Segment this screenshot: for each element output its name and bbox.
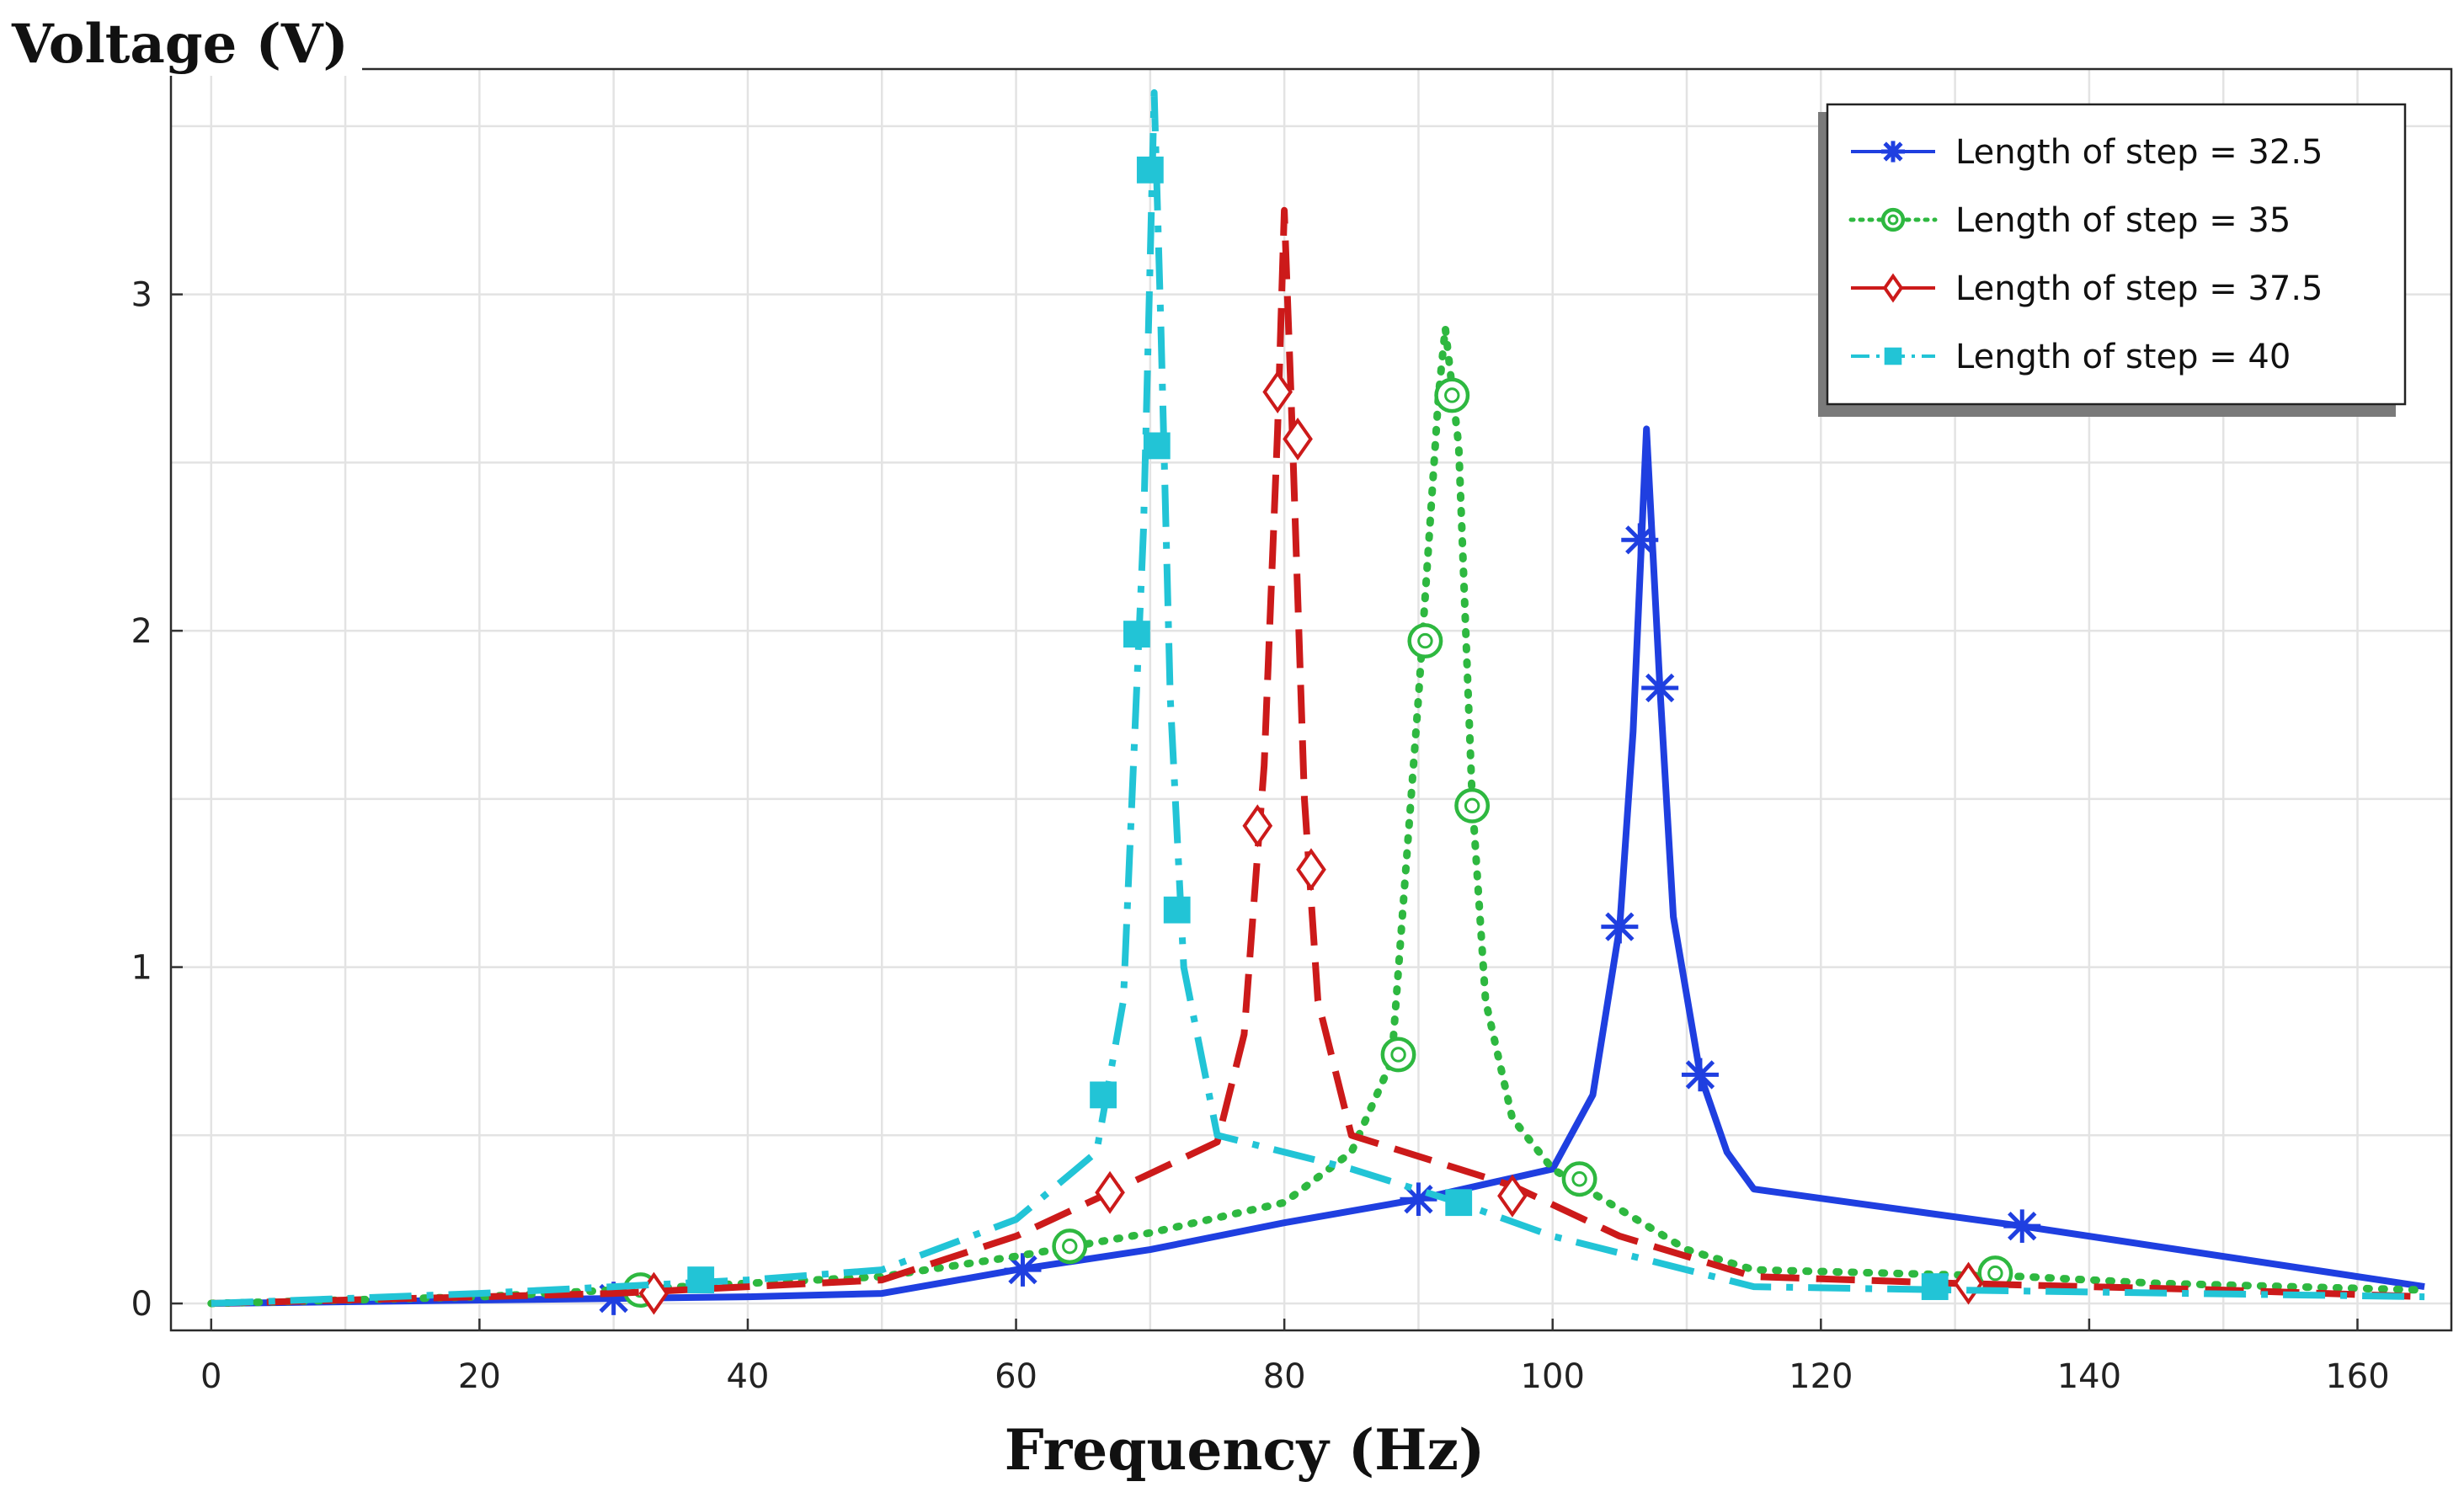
data-point	[1454, 787, 1491, 823]
data-point	[687, 1266, 715, 1293]
legend-swatch-marker	[1880, 207, 1906, 232]
data-point	[1163, 896, 1191, 924]
x-tick-label: 0	[200, 1357, 221, 1396]
data-point	[1052, 1229, 1088, 1265]
data-point	[1123, 621, 1150, 648]
data-point	[1621, 523, 1659, 557]
data-point	[1681, 1058, 1719, 1092]
data-point	[1561, 1161, 1597, 1197]
legend-swatch-marker	[1884, 347, 1902, 365]
legend: Length of step = 32.5 Length of step = 35…	[1818, 103, 2407, 417]
y-axis-title: Voltage (V)	[11, 13, 349, 76]
legend-label: Length of step = 40	[1955, 338, 2291, 376]
legend-swatch-marker	[1881, 141, 1905, 163]
y-tick-label: 1	[131, 949, 152, 988]
data-point	[1095, 1170, 1125, 1214]
legend-label: Length of step = 32.5	[1955, 133, 2323, 172]
data-point	[2003, 1209, 2041, 1243]
data-point	[1407, 623, 1443, 659]
data-point	[1136, 156, 1164, 184]
data-point	[1497, 1174, 1528, 1218]
data-point	[1921, 1273, 1949, 1300]
data-point	[1601, 909, 1639, 944]
plot-frame	[169, 67, 2453, 1332]
y-tick-label: 3	[131, 276, 152, 315]
x-tick-label: 60	[995, 1357, 1037, 1396]
x-tick-label: 40	[727, 1357, 770, 1396]
series-line	[211, 89, 2425, 1307]
x-tick-label: 120	[1789, 1357, 1853, 1396]
data-point	[1641, 671, 1679, 705]
legend-entry: Length of step = 32.5	[1851, 133, 2323, 172]
data-point	[1242, 804, 1273, 848]
data-point	[1143, 432, 1171, 460]
y-tick-label: 2	[131, 612, 152, 651]
data-point	[1296, 848, 1326, 892]
legend-label: Length of step = 37.5	[1955, 269, 2323, 308]
x-tick-label: 100	[1521, 1357, 1585, 1396]
x-tick-label: 140	[2057, 1357, 2121, 1396]
x-ticks: 0 20 40 60 80 100 120 140 160	[200, 1319, 2390, 1396]
legend-label: Length of step = 35	[1955, 201, 2291, 240]
data-point	[1004, 1253, 1042, 1287]
y-ticks: 0 1 2 3	[131, 276, 183, 1324]
series-layer	[207, 89, 2429, 1315]
x-tick-label: 160	[2325, 1357, 2389, 1396]
series-line	[211, 206, 2425, 1307]
data-point	[1283, 417, 1313, 461]
data-point	[1434, 377, 1470, 413]
ylabel-mask	[0, 8, 362, 76]
data-point	[1445, 1189, 1473, 1217]
data-point	[1380, 1037, 1416, 1073]
x-axis-title: Frequency (Hz)	[1005, 1417, 1485, 1483]
legend-entry: Length of step = 40	[1851, 338, 2291, 376]
legend-box	[1826, 103, 2407, 406]
legend-entry: Length of step = 37.5	[1851, 269, 2323, 308]
series-line	[211, 425, 2425, 1307]
data-point	[1262, 370, 1293, 413]
legend-swatch-marker	[1882, 273, 1904, 303]
x-tick-label: 20	[458, 1357, 501, 1396]
legend-entries: Length of step = 32.5 Length of step = 35…	[1848, 133, 2323, 376]
data-point	[1090, 1081, 1117, 1109]
series-4	[211, 89, 2425, 1307]
y-tick-label: 0	[131, 1285, 152, 1324]
x-tick-label: 80	[1263, 1357, 1306, 1396]
legend-entry: Length of step = 35	[1848, 201, 2291, 240]
